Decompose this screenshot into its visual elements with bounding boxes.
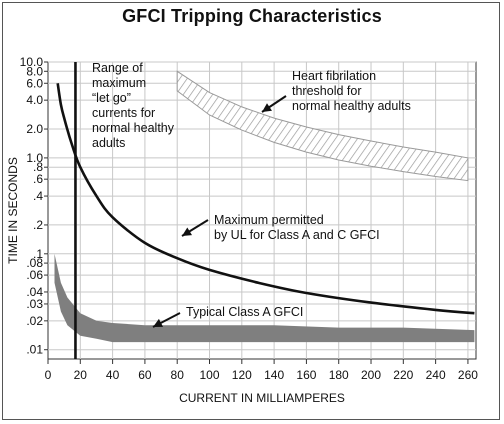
- annotation-text: “let go”: [92, 91, 131, 105]
- annotation-text: Maximum permitted: [214, 213, 324, 227]
- annotation-text: threshold for: [292, 84, 361, 98]
- y-tick-label: 8.0: [26, 64, 43, 78]
- axis-layer: 0 20 40 60 80 100 120 140 160 180 200 220 240 260 10.0…: [6, 55, 478, 405]
- y-tick-label: .01: [26, 343, 43, 357]
- x-tick-label: 260: [458, 368, 478, 382]
- y-tick-label: 1.0: [26, 151, 43, 165]
- typical-arrow-head: [153, 318, 164, 327]
- annotation-text: Typical Class A GFCI: [186, 305, 303, 319]
- y-tick-label: .1: [33, 247, 43, 261]
- y-tick-label: 6.0: [26, 76, 43, 90]
- annotation-text: normal healthy: [92, 121, 175, 135]
- annotation-text: normal healthy adults: [292, 99, 411, 113]
- annotation-text: by UL for Class A and C GFCI: [214, 228, 380, 242]
- y-tick-label: 4.0: [26, 93, 43, 107]
- x-tick-label: 60: [138, 368, 152, 382]
- annotation-text: Heart fibrilation: [292, 69, 376, 83]
- fibrillation-arrow-head: [262, 103, 272, 112]
- x-tick-label: 80: [171, 368, 185, 382]
- x-axis-title: CURRENT IN MILLIAMPERES: [179, 391, 345, 405]
- y-tick-label: .08: [26, 256, 43, 270]
- x-tick-label: 0: [45, 368, 52, 382]
- line-layer: [56, 62, 475, 359]
- x-tick-label: 140: [264, 368, 284, 382]
- x-tick-label: 220: [393, 368, 413, 382]
- annotation-text: maximum: [92, 76, 146, 90]
- heart-fibrillation-band: [176, 70, 469, 182]
- y-tick-label: .04: [26, 285, 43, 299]
- y-tick-label: .4: [33, 189, 43, 203]
- chart-title: GFCI Tripping Characteristics: [122, 6, 382, 26]
- ul-arrow-head: [182, 227, 193, 236]
- y-axis-title: TIME IN SECONDS: [6, 157, 20, 264]
- y-tick-label: .8: [33, 160, 43, 174]
- y-tick-label: .2: [33, 218, 43, 232]
- ul-maximum-curve: [56, 83, 475, 315]
- x-tick-label: 100: [199, 368, 219, 382]
- x-tick-label: 40: [106, 368, 120, 382]
- y-tick-label: .06: [26, 268, 43, 282]
- x-tick-label: 180: [329, 368, 349, 382]
- y-tick-label: 10.0: [20, 55, 44, 69]
- x-tick-label: 120: [232, 368, 252, 382]
- x-tick-label: 160: [296, 368, 316, 382]
- annotation-text: currents for: [92, 106, 155, 120]
- y-tick-label: .6: [33, 172, 43, 186]
- y-tick-label: .03: [26, 297, 43, 311]
- typical-class-a-band: [54, 253, 475, 343]
- annotation-text: Range of: [92, 61, 143, 75]
- band-layer: [54, 70, 475, 343]
- x-tick-label: 200: [361, 368, 381, 382]
- x-tick-label: 20: [74, 368, 88, 382]
- y-tick-label: .02: [26, 314, 43, 328]
- y-tick-label: 2.0: [26, 122, 43, 136]
- annotation-text: adults: [92, 136, 125, 150]
- x-tick-label: 240: [426, 368, 446, 382]
- grid-layer: [47, 61, 477, 360]
